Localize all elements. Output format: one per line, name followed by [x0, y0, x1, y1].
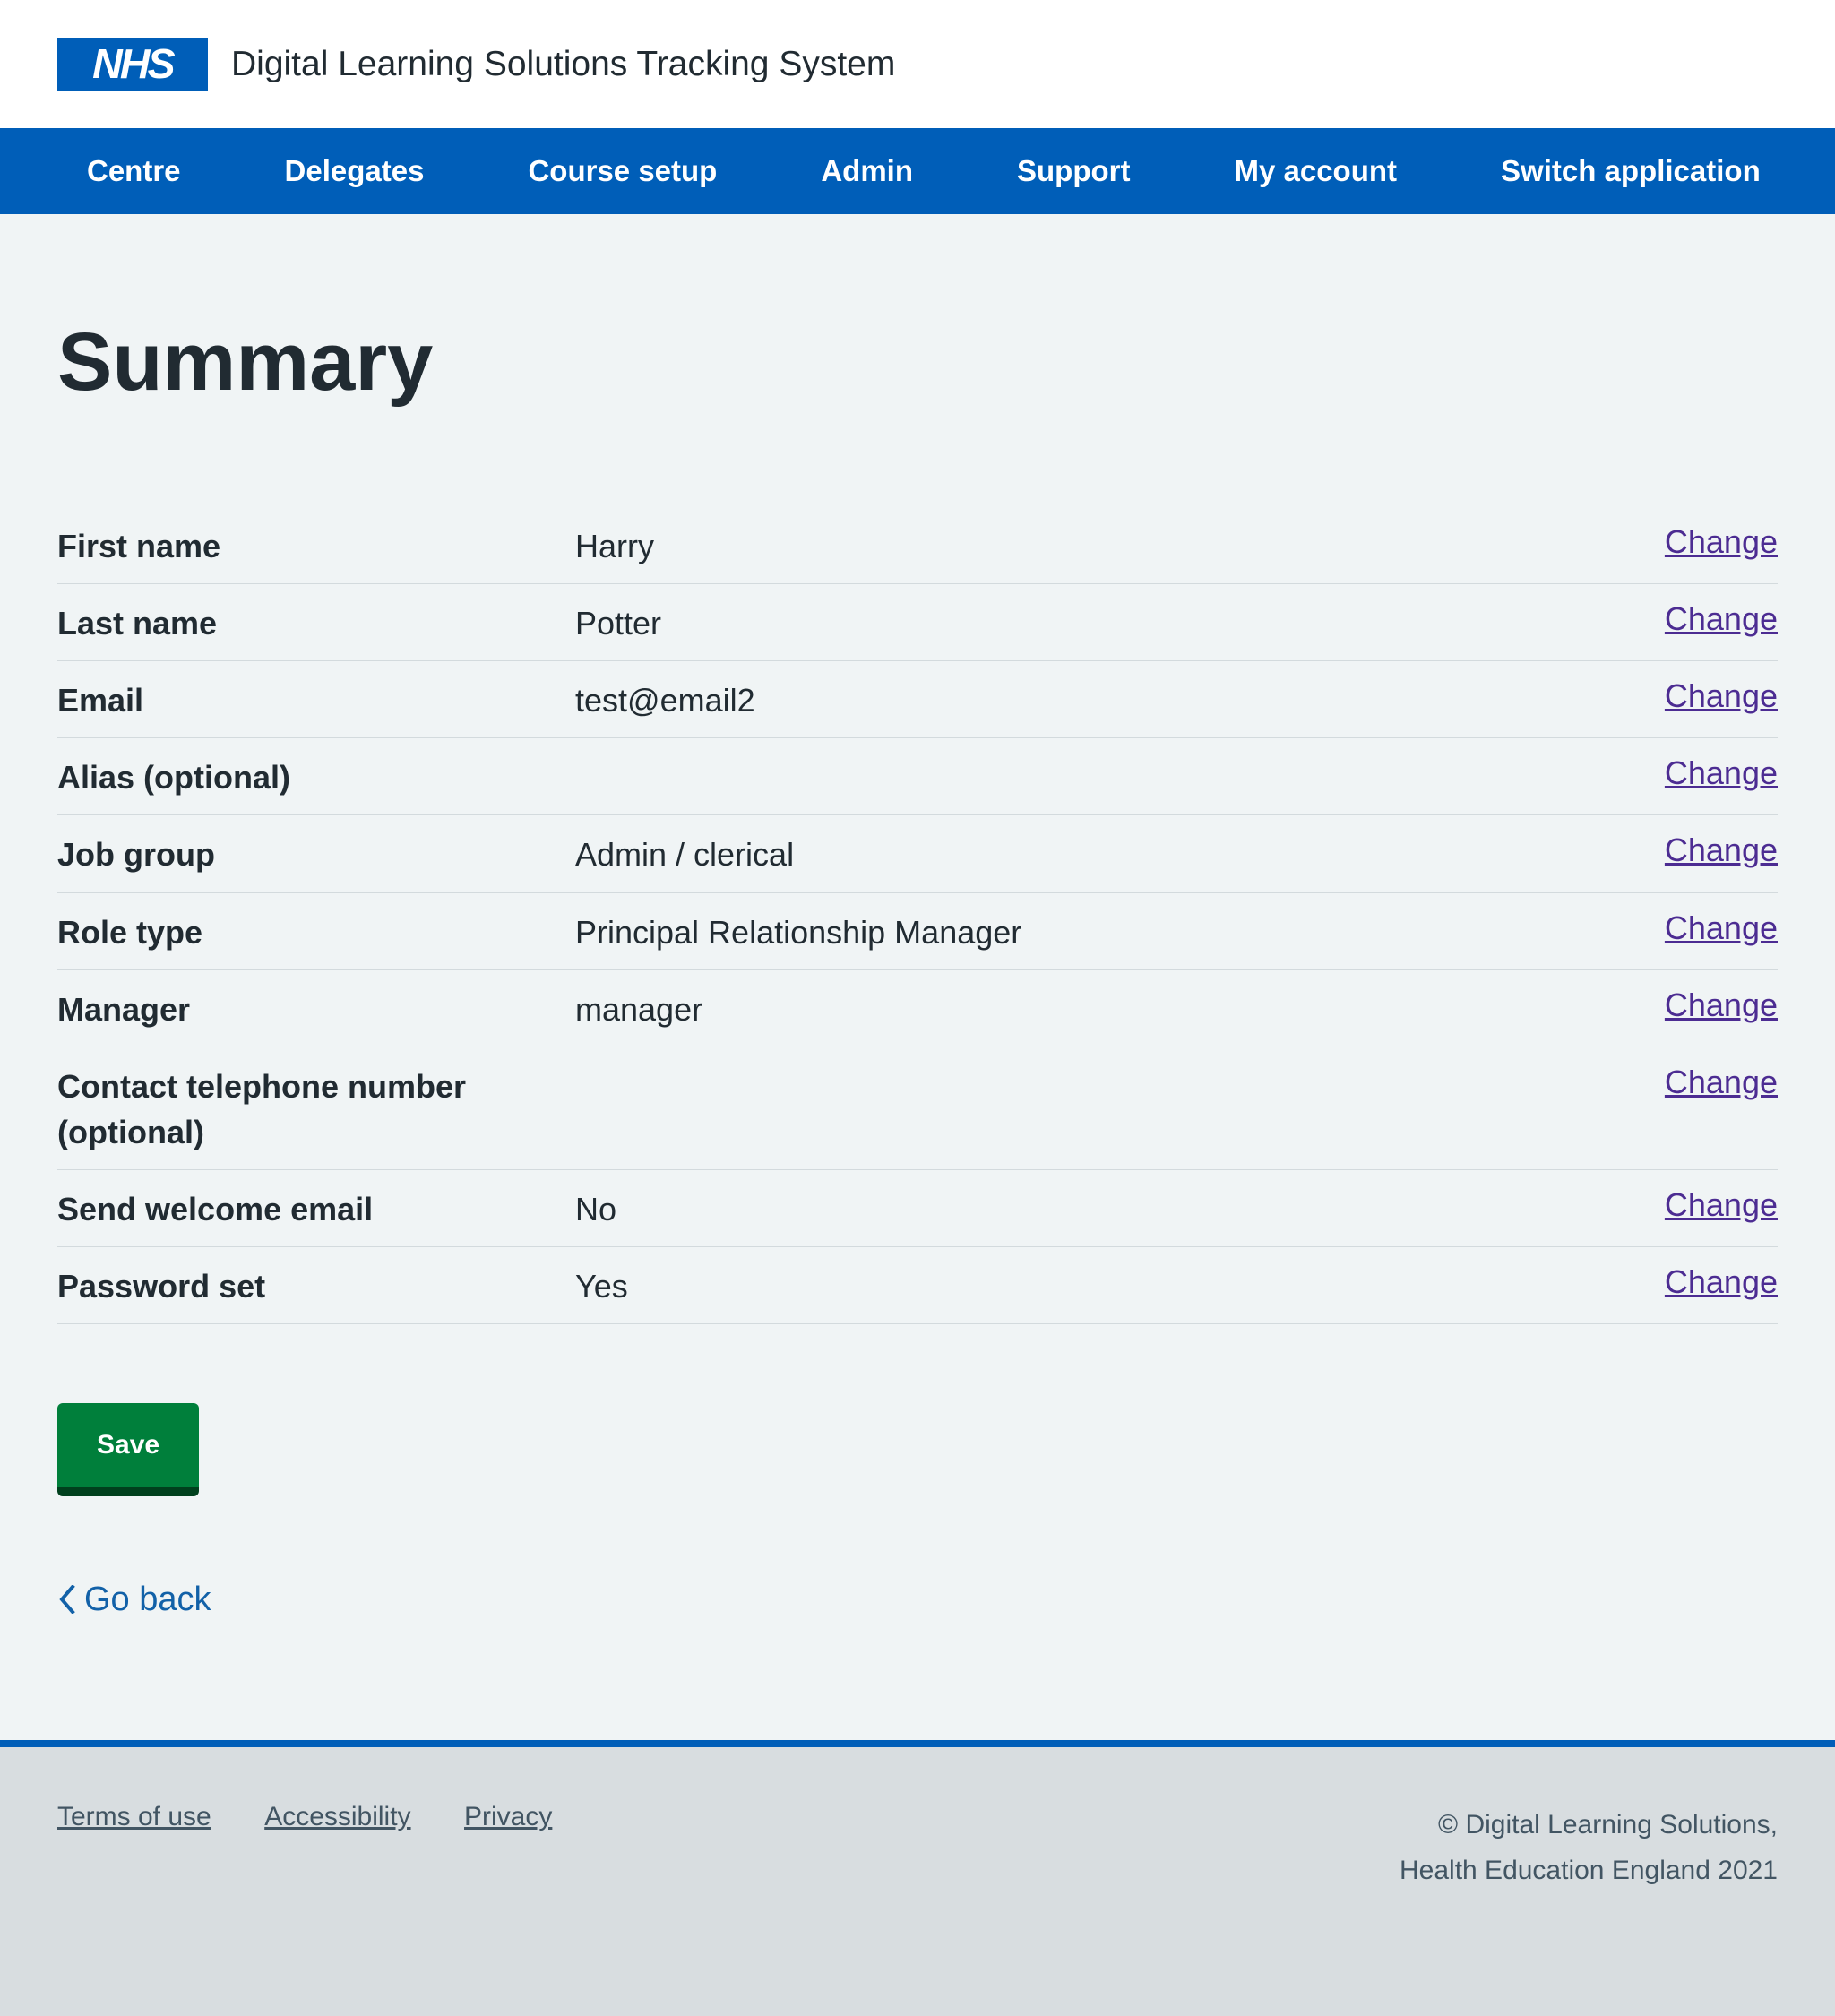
svg-text:NHS: NHS	[92, 40, 176, 87]
